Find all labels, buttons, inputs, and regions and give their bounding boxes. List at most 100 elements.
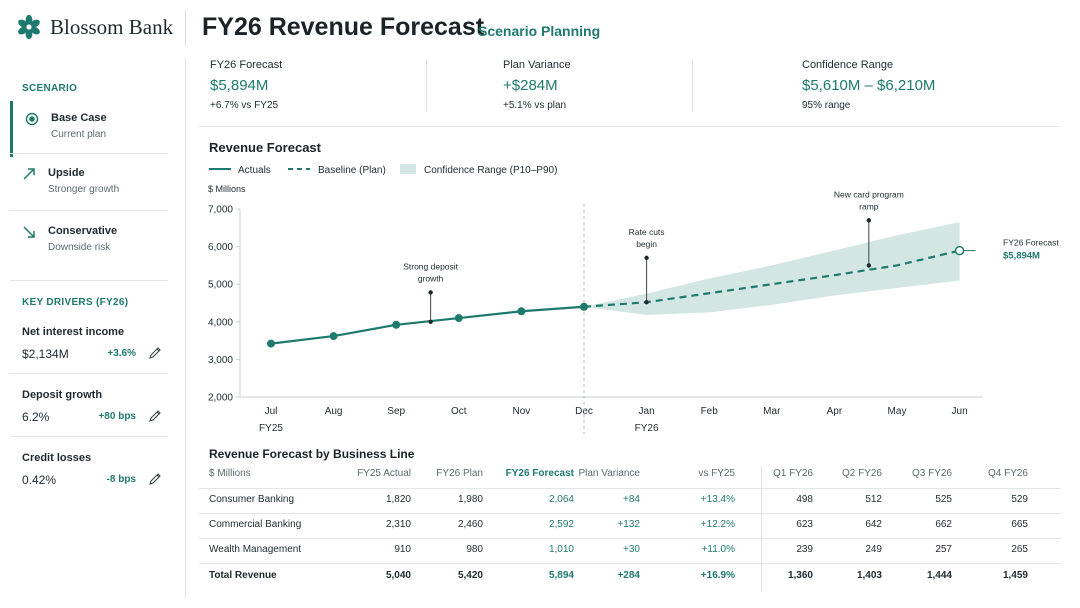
annotation-label: Rate cuts	[629, 227, 665, 237]
kpi-separator	[692, 60, 693, 112]
x-tick-label: Apr	[827, 406, 843, 417]
x-year-label: FY26	[635, 423, 659, 434]
forecast-end-point	[954, 245, 965, 256]
annotation-label: begin	[636, 239, 657, 249]
x-tick-label: Dec	[575, 406, 593, 417]
kpi-value: $5,894M	[210, 77, 269, 94]
table-cell: 1,820	[385, 494, 411, 505]
table-row-label: Wealth Management	[209, 544, 302, 555]
table-cell: 498	[796, 494, 813, 505]
driver-change: -8 bps	[106, 474, 136, 485]
legend-label: Baseline (Plan)	[318, 165, 386, 176]
x-tick-label: May	[888, 406, 907, 417]
column-header: Q4 FY26	[987, 468, 1028, 479]
annotation-dot	[866, 263, 872, 268]
scenario-upside[interactable]: Upside Stronger growth	[10, 156, 168, 212]
pencil-icon[interactable]	[148, 409, 162, 423]
driver-value: 0.42%	[22, 473, 57, 487]
pencil-icon[interactable]	[148, 346, 162, 360]
table-cell: 257	[935, 544, 952, 555]
table-cell: 2,064	[548, 494, 574, 505]
column-header: Q1 FY26	[772, 468, 813, 479]
sidebar-separator	[10, 373, 168, 374]
table-cell: 1,403	[856, 570, 882, 581]
y-tick-label: 5,000	[208, 280, 233, 291]
annotation-dot	[644, 300, 649, 305]
column-header: FY26 Forecast	[505, 468, 574, 479]
blossom-logo-icon	[18, 14, 40, 40]
driver-label: Deposit growth	[22, 389, 103, 401]
table-cell: 642	[865, 519, 882, 530]
table-row-divider	[199, 538, 1061, 539]
legend-label: Actuals	[238, 165, 271, 176]
table-cell: 2,592	[548, 519, 574, 530]
actuals-point	[580, 302, 588, 311]
confidence-band	[584, 222, 960, 316]
table-cell: 529	[1011, 494, 1028, 505]
pencil-icon[interactable]	[148, 472, 162, 486]
actuals-point	[454, 314, 463, 323]
annotation-dot	[428, 319, 433, 324]
table-cell: 665	[1011, 519, 1028, 530]
header-divider	[185, 10, 186, 46]
revenue-forecast-chart: Actuals Baseline (Plan) Confidence Range (…	[208, 164, 1059, 434]
table-row-label: Consumer Banking	[209, 494, 295, 505]
column-header: Plan Variance	[578, 468, 640, 479]
trend-down-icon	[23, 226, 35, 238]
end-label-value: $5,894M	[1003, 251, 1040, 262]
chart-title: Revenue Forecast	[209, 140, 321, 155]
scenario-subtitle: Stronger growth	[48, 184, 120, 195]
table-cell: 910	[394, 544, 411, 555]
annotation-label: Strong deposit	[403, 261, 458, 271]
x-tick-label: Mar	[763, 406, 781, 417]
column-header: FY26 Plan	[436, 468, 483, 479]
actuals-point	[267, 339, 275, 348]
driver-label: Net interest income	[22, 326, 125, 338]
kpi-label: Confidence Range	[802, 59, 894, 71]
table-cell: 1,459	[1002, 570, 1028, 581]
column-header: Q2 FY26	[841, 468, 882, 479]
annotation-dot	[866, 218, 872, 223]
table-cell: +16.9%	[700, 570, 735, 581]
table-cell: +11.0%	[701, 544, 735, 555]
actuals-line	[270, 305, 585, 345]
scenario-base-case[interactable]: Base Case Current plan	[10, 101, 168, 157]
table-row-divider	[199, 488, 1061, 489]
actuals-point	[517, 307, 526, 316]
brand-logo[interactable]: Blossom Bank	[16, 14, 173, 40]
y-tick-label: 6,000	[208, 242, 233, 253]
column-header: FY25 Actual	[357, 468, 411, 479]
x-tick-label: Jul	[265, 406, 278, 417]
kpi-separator	[426, 60, 427, 112]
actuals-point	[392, 320, 401, 329]
table-cell: 1,360	[787, 570, 813, 581]
sidebar-separator	[10, 436, 168, 437]
kpi-value: $5,610M – $6,210M	[802, 77, 936, 94]
table-cell: 1,444	[926, 570, 952, 581]
kpi-sub: 95% range	[802, 100, 851, 111]
scenario-subtitle: Downside risk	[48, 242, 111, 253]
kpi-confidence-range: Confidence Range $5,610M – $6,210M 95% r…	[802, 59, 935, 111]
scenario-planning-link[interactable]: Scenario Planning	[478, 23, 601, 39]
y-tick-label: 2,000	[208, 393, 233, 404]
table-cell: +13.4%	[700, 494, 735, 505]
driver-change: +80 bps	[98, 411, 136, 422]
table-cell: 5,894	[548, 570, 574, 581]
scenario-conservative[interactable]: Conservative Downside risk	[10, 214, 168, 270]
kpi-sub: +6.7% vs FY25	[210, 100, 279, 111]
column-header: vs FY25	[698, 468, 735, 479]
x-tick-label: Jun	[952, 406, 968, 417]
scenario-title: Base Case	[51, 112, 107, 124]
table-cell: +84	[623, 494, 640, 505]
kpi-value: +$284M	[503, 77, 558, 94]
driver-label: Credit losses	[22, 452, 92, 464]
scenario-heading: SCENARIO	[22, 83, 78, 94]
sidebar-separator	[10, 153, 168, 154]
table-cell: 5,040	[385, 570, 411, 581]
table-row-label: Commercial Banking	[209, 519, 302, 530]
table-cell: 265	[1011, 544, 1028, 555]
table-cell: 249	[865, 544, 882, 555]
table-cell: +132	[617, 519, 640, 530]
table-row-divider	[199, 563, 1061, 564]
kpi-fy26-forecast: FY26 Forecast $5,894M +6.7% vs FY25	[210, 59, 282, 111]
